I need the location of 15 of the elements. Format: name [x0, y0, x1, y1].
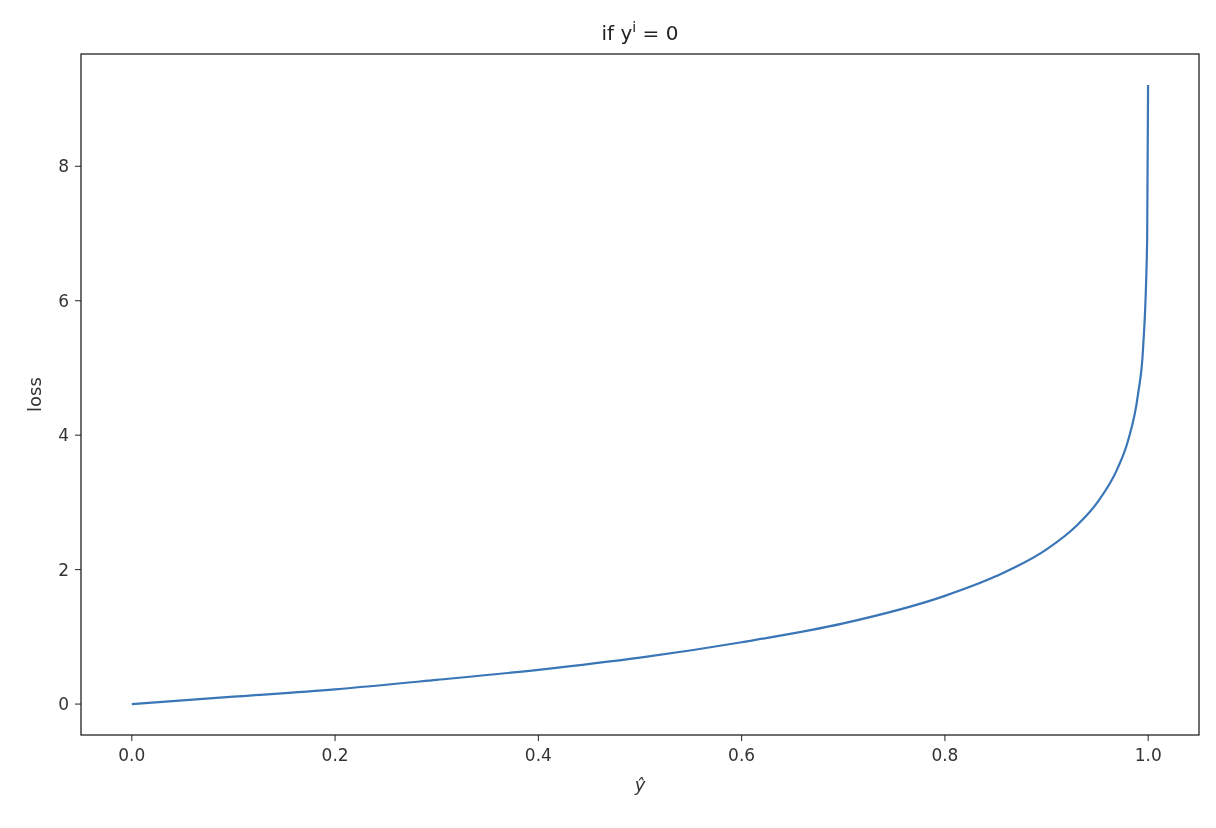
y-tick-label: 2 — [58, 559, 69, 580]
chart-title: if y$^{i}$ = 0 — [601, 19, 679, 45]
x-tick-label: 0.2 — [321, 745, 349, 765]
y-tick-label: 6 — [58, 290, 69, 311]
line-series — [130, 83, 1150, 706]
x-tick-label: 1.0 — [1134, 745, 1162, 765]
x-tick-label: 0.8 — [931, 745, 959, 765]
y-tick-label: 8 — [58, 156, 69, 177]
y-tick-label: 0 — [58, 694, 69, 715]
x-axis-title: ŷ — [633, 774, 646, 795]
y-tick-label: 4 — [58, 425, 69, 446]
x-tick-label: 0.4 — [524, 745, 552, 765]
x-tick-label: 0.0 — [118, 745, 146, 765]
x-tick-label: 0.6 — [728, 745, 756, 765]
y-axis-title: loss — [24, 377, 45, 412]
